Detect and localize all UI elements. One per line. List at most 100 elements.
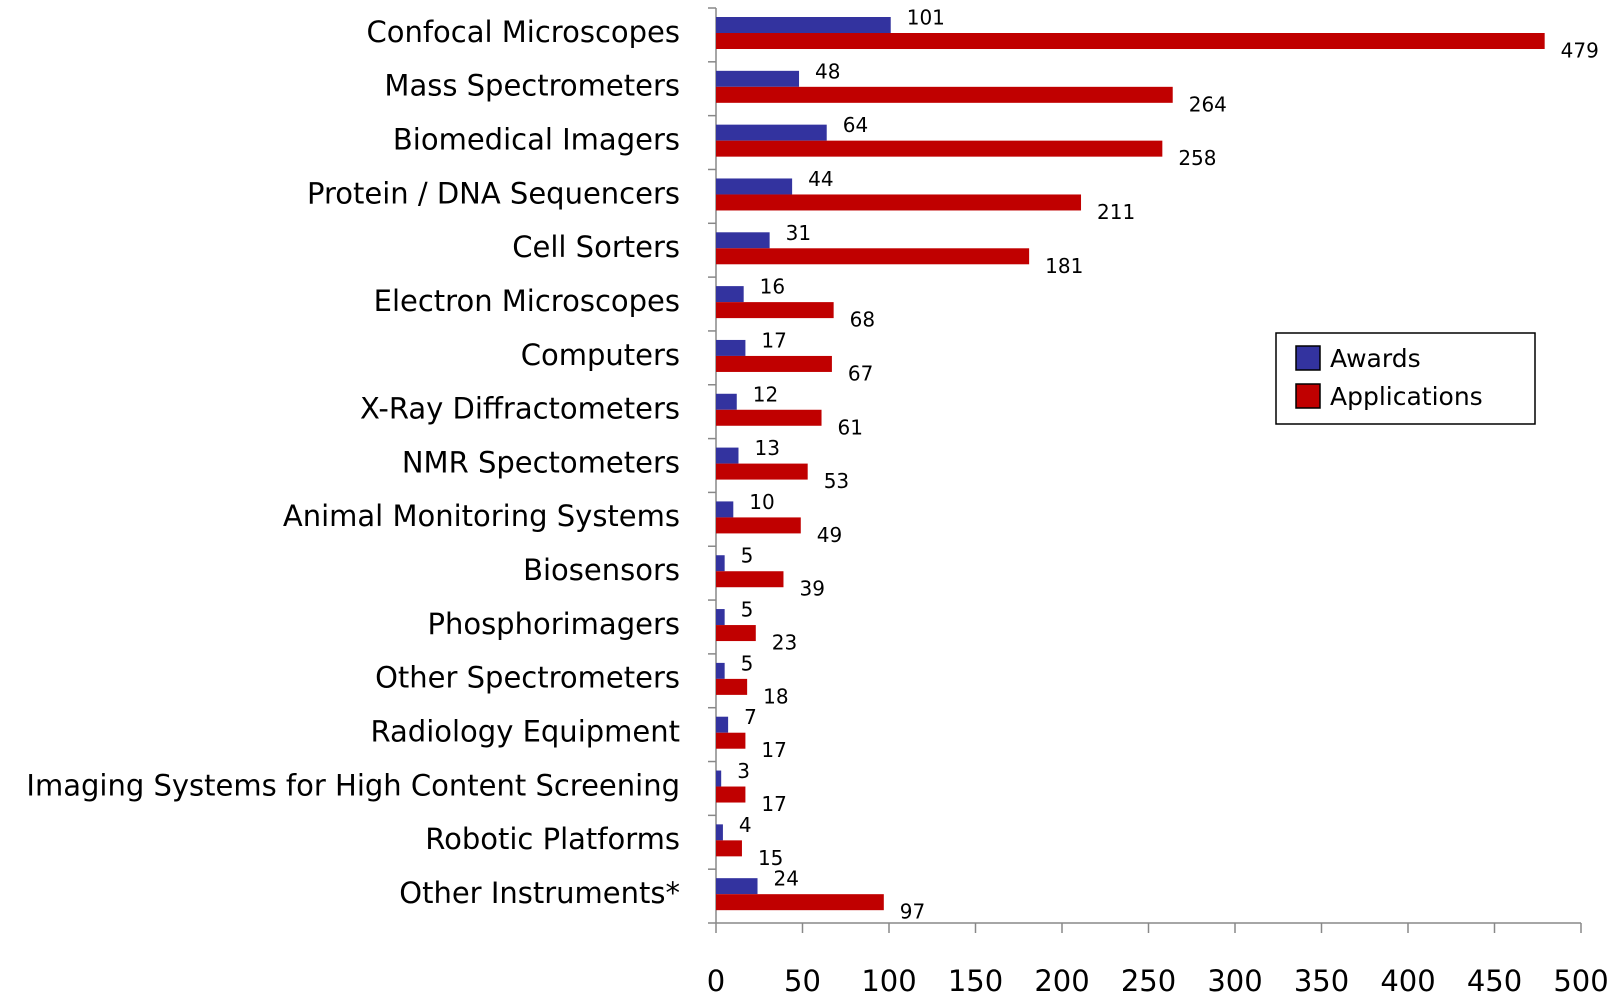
bar: [716, 555, 725, 572]
x-tick-label: 200: [1034, 964, 1089, 998]
bar: [716, 86, 1173, 103]
value-label: 67: [848, 361, 873, 385]
value-label: 24: [774, 867, 799, 891]
bar: [716, 248, 1030, 265]
value-label: 39: [799, 577, 824, 601]
x-tick-label: 250: [1121, 964, 1176, 998]
bar: [716, 824, 723, 841]
value-label: 101: [907, 6, 945, 30]
value-label: 48: [815, 59, 840, 83]
value-label: 68: [850, 308, 875, 332]
bar: [716, 393, 737, 410]
category-label: Protein / DNA Sequencers: [307, 176, 680, 210]
bar: [716, 232, 770, 249]
value-label: 4: [739, 813, 752, 837]
value-label: 49: [817, 523, 842, 547]
value-label: 211: [1097, 200, 1135, 224]
x-tick-label: 400: [1380, 964, 1435, 998]
bar: [716, 355, 832, 372]
value-label: 97: [900, 900, 925, 924]
value-label: 17: [761, 328, 786, 352]
x-tick-label: 150: [948, 964, 1003, 998]
x-tick-label: 50: [784, 964, 821, 998]
value-label: 5: [741, 598, 754, 622]
legend-box: [1275, 332, 1536, 425]
bar: [716, 33, 1545, 49]
value-label: 17: [761, 792, 786, 816]
x-tick-label: 350: [1294, 964, 1349, 998]
x-tick-label: 300: [1207, 964, 1262, 998]
value-label: 12: [753, 382, 778, 406]
value-label: 3: [737, 759, 750, 783]
bar: [716, 840, 742, 857]
category-label: Confocal Microscopes: [366, 15, 680, 49]
value-label: 10: [749, 490, 774, 514]
bar: [716, 178, 793, 195]
legend-label: Awards: [1330, 344, 1421, 373]
bar: [716, 609, 725, 626]
category-label: Other Spectrometers: [375, 661, 680, 695]
bar: [716, 625, 756, 642]
bar: [716, 716, 729, 733]
bar: [716, 409, 822, 426]
bar: [716, 70, 800, 87]
category-label: Phosphorimagers: [427, 607, 680, 641]
value-label: 23: [772, 631, 797, 655]
value-label: 7: [744, 705, 757, 729]
bar: [716, 286, 744, 303]
category-label: Robotic Platforms: [425, 822, 680, 856]
bar: [716, 501, 734, 518]
bar: [716, 302, 834, 319]
category-label: NMR Spectometers: [402, 445, 680, 479]
bar: [716, 786, 746, 803]
category-label: Other Instruments*: [399, 876, 680, 910]
value-label: 13: [754, 436, 779, 460]
category-label: Radiology Equipment: [371, 715, 681, 749]
bar: [716, 678, 748, 695]
value-label: 44: [808, 167, 833, 191]
bar: [716, 140, 1163, 157]
value-label: 5: [741, 544, 754, 568]
bar: [716, 894, 884, 911]
value-label: 264: [1189, 92, 1227, 116]
bar: [716, 447, 739, 464]
bar: [716, 17, 891, 33]
bar: [716, 194, 1082, 211]
bar: [716, 878, 758, 895]
bar: [716, 571, 784, 588]
bar: [716, 662, 725, 679]
value-label: 16: [760, 275, 785, 299]
legend-swatch: [1295, 345, 1321, 371]
bar: [716, 339, 746, 356]
legend-label: Applications: [1330, 382, 1483, 411]
category-label: Computers: [521, 338, 680, 372]
category-label: Biosensors: [523, 553, 680, 587]
value-label: 31: [786, 221, 811, 245]
value-label: 61: [838, 415, 863, 439]
value-label: 64: [843, 113, 868, 137]
value-label: 258: [1178, 146, 1216, 170]
value-label: 479: [1561, 39, 1599, 63]
value-label: 17: [761, 738, 786, 762]
value-label: 15: [758, 846, 783, 870]
category-label: Mass Spectrometers: [384, 69, 680, 103]
category-label: Imaging Systems for High Content Screeni…: [26, 768, 680, 802]
bar: [716, 463, 808, 480]
bar: [716, 732, 746, 749]
category-label: Electron Microscopes: [374, 284, 680, 318]
category-label: Cell Sorters: [512, 230, 680, 264]
bar: [716, 124, 827, 141]
value-label: 5: [741, 651, 754, 675]
category-label: X-Ray Diffractometers: [360, 392, 680, 426]
value-label: 53: [824, 469, 849, 493]
bar: [716, 517, 801, 534]
legend-swatch: [1295, 383, 1321, 409]
bar: [716, 770, 722, 787]
value-label: 18: [763, 684, 788, 708]
x-tick-label: 500: [1553, 964, 1608, 998]
category-label: Animal Monitoring Systems: [283, 499, 680, 533]
category-label: Biomedical Imagers: [393, 122, 680, 156]
value-label: 181: [1045, 254, 1083, 278]
x-tick-label: 450: [1467, 964, 1522, 998]
